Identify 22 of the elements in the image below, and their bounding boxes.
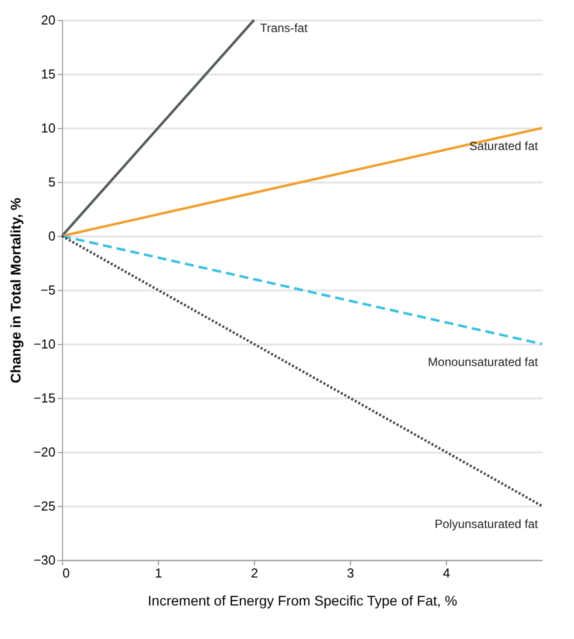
x-tick-label: 4 <box>442 566 450 580</box>
y-tick-label: −25 <box>33 498 56 514</box>
y-axis-title: Change in Total Mortality, % <box>7 197 24 384</box>
y-tick-label: −20 <box>33 444 56 460</box>
series-label: Polyunsaturated fat <box>434 517 539 531</box>
series-label: Trans-fat <box>260 21 308 35</box>
y-tick-label: −10 <box>33 336 56 352</box>
x-tick-label: 1 <box>154 566 162 580</box>
y-tick-label: −5 <box>40 282 56 298</box>
y-tick-label: −30 <box>33 552 56 568</box>
x-axis-title: Increment of Energy From Specific Type of Fat, % <box>148 592 458 608</box>
series-label: Monounsaturated fat <box>428 355 539 369</box>
x-tick-label: 2 <box>250 566 258 580</box>
x-tick-label: 3 <box>346 566 354 580</box>
y-tick-label: 5 <box>48 174 56 190</box>
x-tick-label: 0 <box>62 566 70 580</box>
series-label: Saturated fat <box>469 139 539 153</box>
y-tick-label: 0 <box>48 228 56 244</box>
y-tick-label: 10 <box>41 120 56 136</box>
y-tick-label: 20 <box>41 12 56 28</box>
y-tick-label: 15 <box>41 66 56 82</box>
y-tick-label: −15 <box>33 390 56 406</box>
